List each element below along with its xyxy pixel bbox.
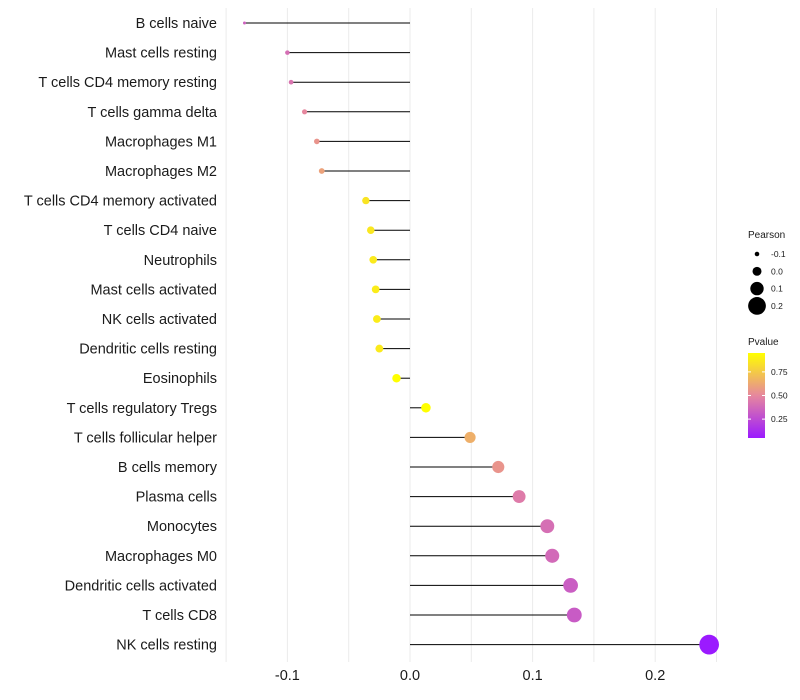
point <box>314 138 320 145</box>
point <box>545 548 560 563</box>
category-label: Macrophages M2 <box>105 164 217 180</box>
color-legend-label: 0.50 <box>771 391 788 401</box>
category-label: B cells naive <box>136 16 217 32</box>
point <box>392 373 401 383</box>
size-legend-label: 0.1 <box>771 284 783 294</box>
x-tick-label: 0.0 <box>400 668 420 684</box>
category-label: Neutrophils <box>144 253 217 269</box>
point <box>373 315 381 323</box>
category-label: Dendritic cells activated <box>65 578 217 594</box>
category-label: T cells follicular helper <box>74 430 217 446</box>
point <box>369 255 378 264</box>
size-legend-label: 0.2 <box>771 301 783 311</box>
point <box>464 431 476 443</box>
category-label: Macrophages M0 <box>105 549 217 565</box>
x-tick-label: -0.1 <box>275 668 300 684</box>
point <box>375 344 384 353</box>
color-legend-title: Pvalue <box>748 337 779 348</box>
category-label: T cells CD4 memory resting <box>38 75 217 91</box>
point <box>699 634 719 655</box>
point <box>566 607 582 623</box>
point <box>540 519 555 534</box>
category-label: Eosinophils <box>143 371 217 387</box>
point <box>563 578 578 593</box>
category-label: T cells CD4 memory activated <box>24 194 217 210</box>
category-label: Dendritic cells resting <box>79 342 217 358</box>
category-label: T cells CD8 <box>142 608 217 624</box>
point <box>492 460 505 474</box>
stems <box>244 22 710 646</box>
point <box>301 109 308 115</box>
point <box>242 21 247 25</box>
pvalue-colorbar <box>748 353 765 438</box>
grid <box>225 8 717 662</box>
category-labels: B cells naive Mast cells resting T cells C… <box>24 16 218 654</box>
size-legend: Pearson -0.1 0.0 0.1 0.2 <box>748 230 786 315</box>
size-legend-key <box>754 251 760 257</box>
category-label: Macrophages M1 <box>105 134 217 150</box>
size-legend-key <box>750 281 764 296</box>
size-legend-key <box>748 297 766 315</box>
x-tick-label: 0.2 <box>645 668 665 684</box>
point <box>512 490 526 504</box>
color-legend: Pvalue 0.25 0.50 0.75 <box>748 337 788 438</box>
point <box>285 50 290 55</box>
color-legend-label: 0.75 <box>771 367 788 377</box>
category-label: T cells gamma delta <box>88 105 218 121</box>
point <box>421 403 431 413</box>
point <box>288 79 294 85</box>
point <box>362 196 370 205</box>
category-label: Mast cells activated <box>90 282 217 298</box>
category-label: T cells regulatory Tregs <box>67 401 217 417</box>
category-label: Mast cells resting <box>105 46 217 62</box>
size-legend-title: Pearson <box>748 230 785 241</box>
size-legend-label: -0.1 <box>771 249 786 259</box>
size-legend-key <box>752 266 762 276</box>
category-label: Plasma cells <box>136 490 217 506</box>
x-tick-label: 0.1 <box>523 668 543 684</box>
category-label: NK cells resting <box>116 638 217 654</box>
category-label: Monocytes <box>147 519 217 535</box>
x-axis-ticks: -0.1 0.0 0.1 0.2 <box>275 668 665 684</box>
point <box>366 226 375 234</box>
point <box>371 285 380 294</box>
points <box>242 21 719 655</box>
category-label: NK cells activated <box>102 312 217 328</box>
category-label: B cells memory <box>118 460 218 476</box>
color-legend-label: 0.25 <box>771 414 788 424</box>
category-label: T cells CD4 naive <box>104 223 217 239</box>
size-legend-label: 0.0 <box>771 266 783 276</box>
point <box>318 168 325 174</box>
